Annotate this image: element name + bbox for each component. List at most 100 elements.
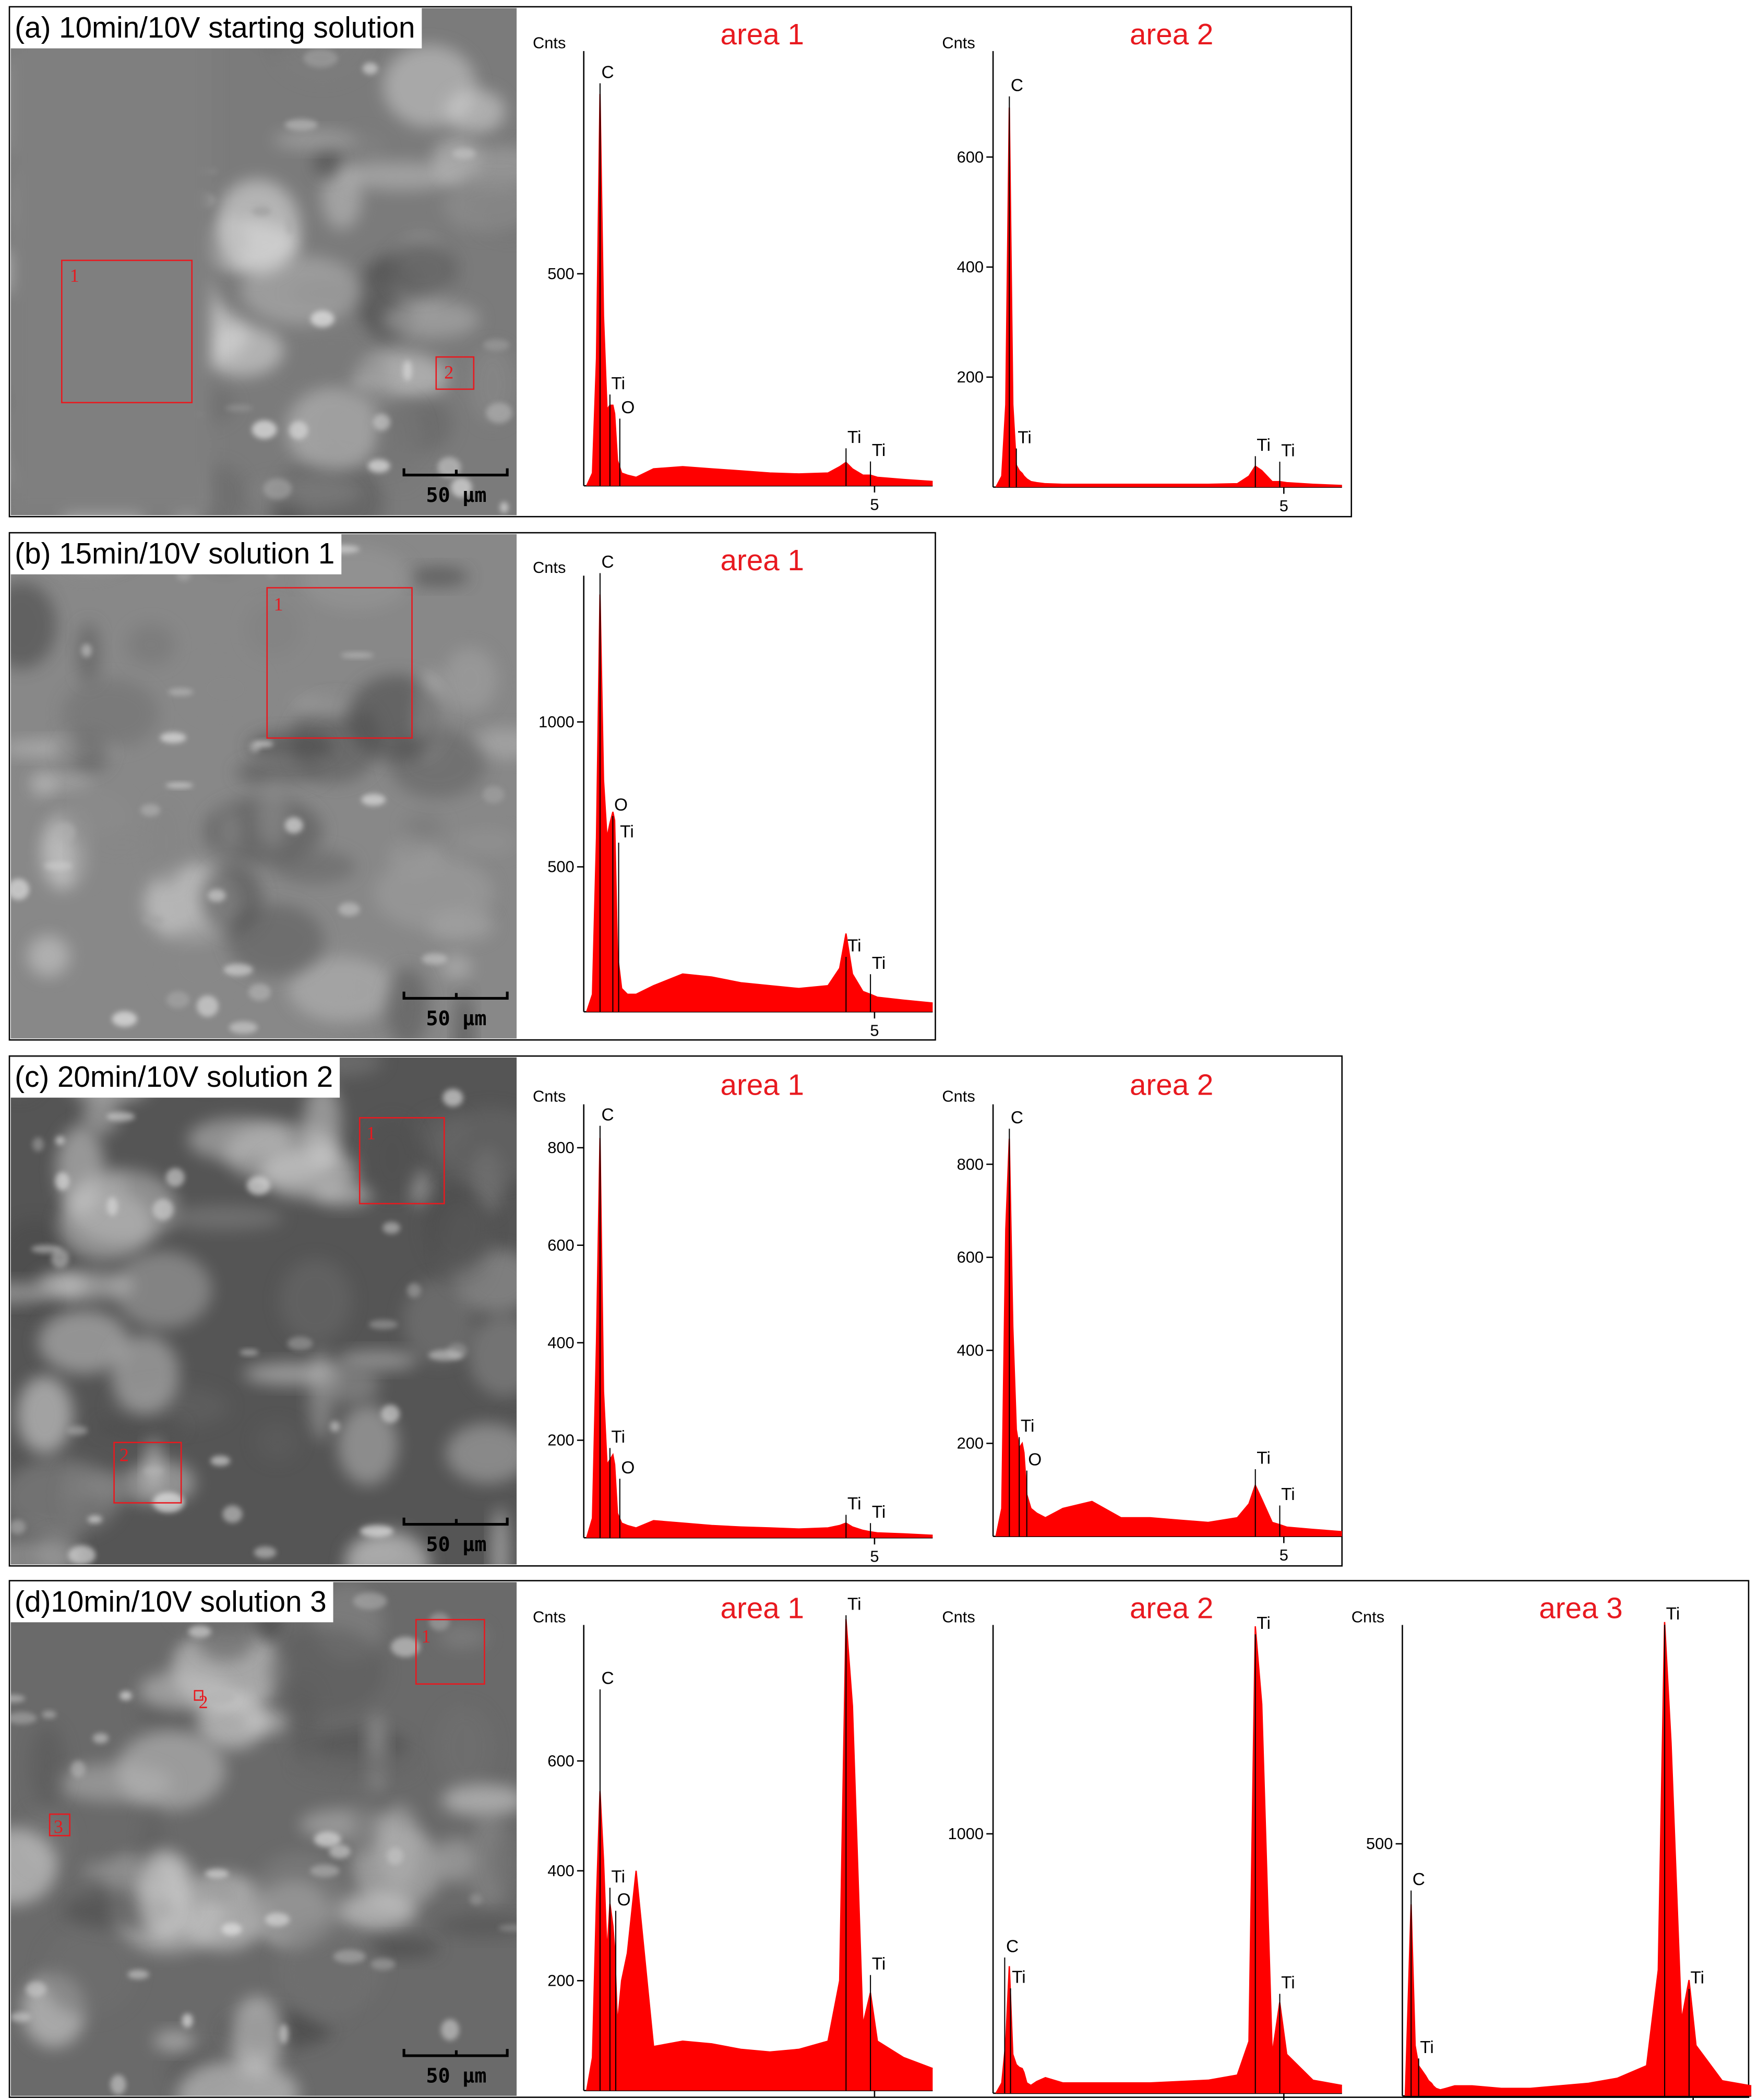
- spectrum-fill: [587, 94, 933, 486]
- sem-highlight: [66, 1426, 88, 1435]
- sem-highlight: [106, 1197, 118, 1216]
- sem-highlight: [166, 991, 190, 1009]
- sem-highlight: [265, 1912, 290, 1927]
- peak-label: Ti: [611, 1427, 625, 1447]
- y-tick-label: 600: [957, 1248, 984, 1266]
- sem-highlight: [284, 817, 303, 834]
- peak-label: Ti: [1257, 1449, 1271, 1468]
- sem-texture: [30, 1725, 66, 1807]
- peak-label: Ti: [847, 1494, 862, 1514]
- sem-image: [10, 1582, 517, 2096]
- sem-highlight: [361, 794, 386, 806]
- sem-highlight: [451, 477, 472, 498]
- spectrum-fill: [587, 1138, 933, 1538]
- sem-highlight: [168, 688, 194, 696]
- region-label: 1: [70, 265, 79, 286]
- sem-texture: [187, 1118, 292, 1161]
- scale-bar-label: 50 µm: [426, 1007, 486, 1030]
- sem-highlight: [143, 1467, 163, 1475]
- region-box: [435, 356, 475, 390]
- panel-label-bg: [10, 8, 422, 49]
- chart-title: area 1: [721, 1592, 804, 1625]
- sem-highlight: [166, 1168, 185, 1187]
- sem-texture: [153, 2031, 195, 2051]
- sem-highlight: [422, 953, 447, 965]
- sem-texture: [377, 1804, 421, 1891]
- spectrum: [995, 1138, 1342, 1537]
- region-box: [415, 1618, 485, 1685]
- chart-title: area 2: [1130, 18, 1213, 51]
- y-tick-label: 200: [957, 1434, 984, 1453]
- sem-highlight: [382, 1221, 400, 1234]
- scale-bar-label: 50 µm: [426, 484, 486, 507]
- sem-highlight: [500, 501, 509, 513]
- region-label: 1: [274, 594, 283, 615]
- sem-highlight: [486, 402, 512, 424]
- sem-texture: [336, 1351, 418, 1370]
- chart-title: area 1: [721, 544, 804, 577]
- sem-texture: [433, 1108, 517, 1185]
- sem-texture: [214, 179, 300, 274]
- scale-bar: [402, 1517, 509, 1526]
- sem-highlight: [10, 1695, 26, 1702]
- sem-texture: [279, 349, 384, 382]
- sem-highlight: [310, 310, 334, 328]
- sem-texture: [58, 1469, 84, 1522]
- sem-highlight: [106, 1112, 135, 1122]
- y-tick-label: 1000: [539, 713, 575, 731]
- spectrum-fill: [996, 107, 1342, 487]
- sem-highlight: [221, 1923, 242, 1936]
- peak-label: Ti: [1690, 1969, 1704, 1988]
- peak-label: Ti: [872, 1954, 886, 1974]
- sem-texture: [27, 935, 70, 977]
- sem-texture: [446, 1423, 517, 1484]
- sem-texture: [56, 1125, 105, 1214]
- sem-texture: [82, 1097, 119, 1135]
- peak-label: O: [621, 1458, 635, 1478]
- spectrum: [586, 1619, 933, 2091]
- sem-texture: [10, 1282, 51, 1304]
- sem-texture: [137, 1850, 192, 1939]
- sem-highlight: [92, 1733, 109, 1744]
- region-box: [49, 1813, 71, 1837]
- spectrum-fill: [996, 1138, 1342, 1537]
- chart-title: area 1: [721, 18, 804, 51]
- sem-highlight: [303, 49, 338, 68]
- peak-label: C: [601, 553, 614, 572]
- sem-texture: [442, 177, 517, 233]
- sem-highlight: [208, 889, 226, 902]
- sem-highlight: [10, 1519, 26, 1534]
- sem-texture: [38, 1310, 129, 1374]
- sem-highlight: [314, 1831, 341, 1847]
- scale-bar: [402, 991, 509, 1000]
- sem-highlight: [381, 1405, 400, 1423]
- sem-highlight: [32, 1137, 44, 1151]
- sem-highlight: [368, 1319, 398, 1329]
- panel-label: (a) 10min/10V starting solution: [15, 11, 415, 44]
- sem-highlight: [310, 1865, 340, 1877]
- sem-texture: [230, 1996, 284, 2075]
- sem-texture: [200, 325, 284, 377]
- peak-label: Ti: [872, 1503, 886, 1522]
- sem-highlight: [255, 740, 273, 748]
- sem-highlight: [482, 786, 505, 803]
- sem-highlight: [407, 1283, 421, 1298]
- peak-label: Ti: [1257, 1614, 1271, 1633]
- sem-highlight: [428, 1350, 463, 1361]
- spectrum-fill: [1405, 1622, 1752, 2096]
- spectrum: [995, 1626, 1342, 2094]
- sem-texture: [17, 1376, 73, 1454]
- chart-title: area 2: [1130, 1069, 1213, 1101]
- sem-highlight: [174, 901, 193, 915]
- peak-label: C: [1011, 76, 1023, 95]
- peak-label: Ti: [872, 441, 886, 460]
- sem-texture: [425, 1186, 492, 1270]
- y-axis-label: Cnts: [942, 1607, 975, 1626]
- sem-highlight: [222, 1505, 243, 1523]
- sem-texture: [468, 1314, 517, 1397]
- sem-highlight: [210, 1456, 231, 1466]
- region-box: [358, 1117, 445, 1205]
- peak-label: C: [601, 1105, 614, 1124]
- sem-texture: [441, 1784, 517, 1816]
- peak-label: Ti: [1281, 441, 1295, 461]
